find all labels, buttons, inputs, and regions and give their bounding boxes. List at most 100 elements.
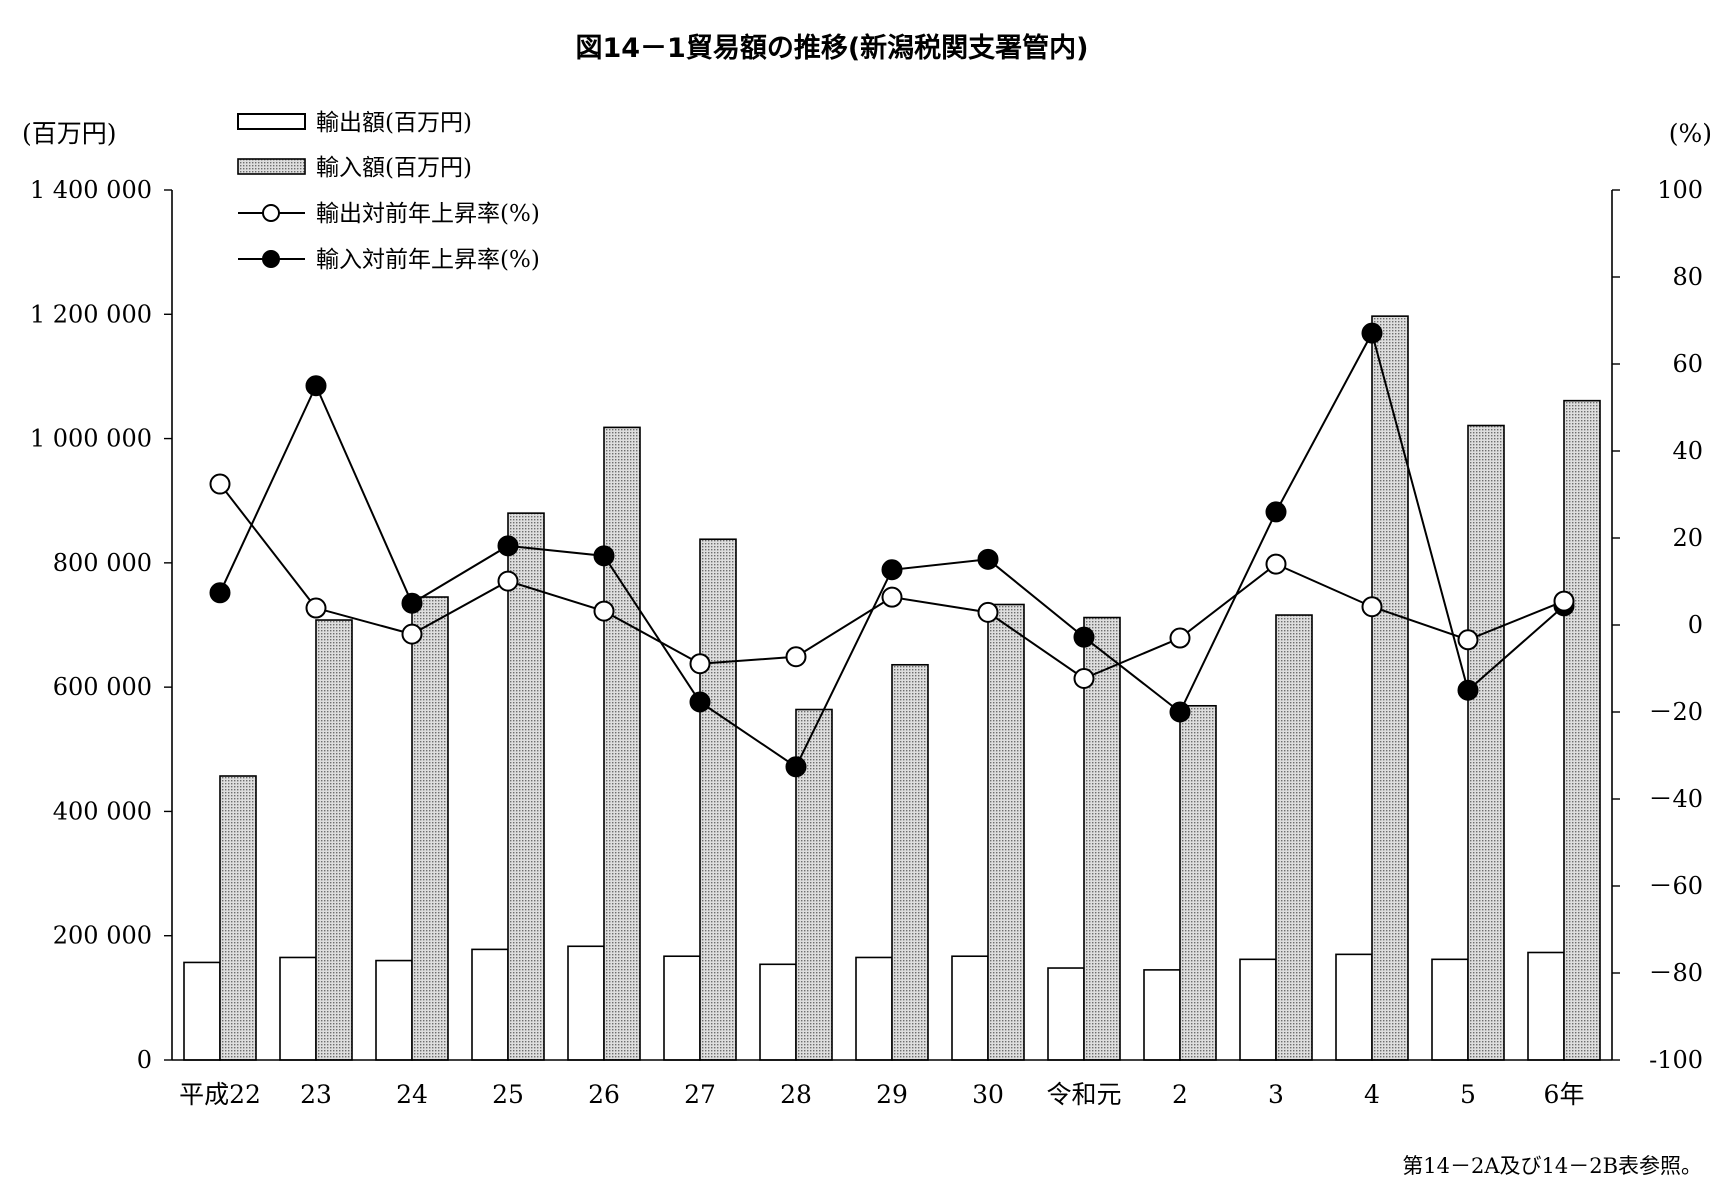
import-rate-point — [305, 375, 327, 397]
import-bar — [1371, 315, 1409, 1061]
export-rate-point — [785, 646, 807, 668]
legend: 輸出額(百万円) 輸入額(百万円) 輸出対前年上昇率(%) 輸入対前年上昇率(%) — [237, 110, 540, 273]
lines-layer — [209, 322, 1575, 778]
legend-label: 輸出額(百万円) — [316, 110, 472, 136]
left-tick-label: 1 400 000 — [30, 176, 152, 204]
legend-label: 輸入額(百万円) — [316, 155, 472, 181]
import-bar — [219, 775, 257, 1061]
category-label: 2 — [1172, 1080, 1188, 1109]
right-tick-label: 20 — [1672, 524, 1703, 552]
export-rate-point — [305, 597, 327, 619]
legend-swatch-export — [237, 113, 306, 130]
export-bar — [855, 956, 893, 1061]
export-bar — [663, 955, 701, 1061]
import-bar — [1467, 424, 1505, 1061]
export-bar — [1143, 969, 1181, 1061]
right-tick-label: －80 — [1648, 959, 1703, 987]
left-axis-unit: (百万円) — [22, 119, 117, 148]
import-bar — [315, 619, 353, 1061]
left-tick-label: 800 000 — [53, 549, 152, 577]
import-bar — [1563, 399, 1601, 1061]
category-label: 6年 — [1544, 1080, 1585, 1109]
right-tick-label: 60 — [1672, 350, 1703, 378]
category-label: 29 — [876, 1080, 908, 1109]
import-rate-point — [881, 559, 903, 581]
import-bar — [699, 538, 737, 1061]
category-label: 28 — [780, 1080, 812, 1109]
import-rate-point — [785, 756, 807, 778]
right-tick-label: －40 — [1648, 785, 1703, 813]
export-rate-point — [497, 570, 519, 592]
import-rate-point — [1073, 626, 1095, 648]
import-rate-point — [1457, 679, 1479, 701]
import-rate-point — [977, 548, 999, 570]
left-tick-label: 0 — [137, 1046, 152, 1074]
export-bar — [183, 961, 221, 1061]
export-rate-point — [1169, 627, 1191, 649]
import-rate-point — [1169, 701, 1191, 723]
import-rate-point — [689, 691, 711, 713]
left-tick-label: 1 000 000 — [30, 425, 152, 453]
export-bar — [1527, 951, 1565, 1061]
export-rate-point — [209, 473, 231, 495]
right-tick-label: －20 — [1648, 698, 1703, 726]
export-rate-point — [1073, 668, 1095, 690]
export-rate-point — [593, 600, 615, 622]
category-label: 26 — [588, 1080, 620, 1109]
export-bar — [1335, 953, 1373, 1061]
import-bar — [987, 603, 1025, 1061]
export-bar — [1239, 958, 1277, 1061]
left-tick-label: 200 000 — [53, 922, 152, 950]
import-bar — [1083, 616, 1121, 1061]
import-bar — [603, 426, 641, 1061]
export-bar — [471, 948, 509, 1061]
legend-marker-import-rate — [262, 250, 280, 268]
export-rate-point — [1361, 596, 1383, 618]
category-label: 令和元 — [1046, 1080, 1121, 1109]
export-bar — [279, 956, 317, 1061]
category-label: 4 — [1364, 1080, 1380, 1109]
import-rate-point — [1265, 501, 1287, 523]
category-label: 3 — [1268, 1080, 1284, 1109]
export-rate-point — [689, 653, 711, 675]
export-bar — [1431, 958, 1469, 1061]
export-bar — [567, 945, 605, 1061]
import-bar — [411, 596, 449, 1061]
legend-label: 輸入対前年上昇率(%) — [316, 247, 540, 273]
right-tick-label: 40 — [1672, 437, 1703, 465]
legend-swatch-import — [237, 158, 306, 175]
bars-layer — [183, 315, 1601, 1061]
left-tick-label: 600 000 — [53, 673, 152, 701]
import-rate-point — [1361, 322, 1383, 344]
import-rate-point — [593, 545, 615, 567]
right-tick-label: －60 — [1648, 872, 1703, 900]
footnote: 第14－2A及び14－2B表参照。 — [1402, 1154, 1702, 1178]
import-bar — [507, 512, 545, 1061]
axes-layer: 0 200 000 400 000 600 000 800 000 1 000 000 1 … — [30, 176, 1703, 1109]
export-rate-point — [977, 601, 999, 623]
legend-marker-export-rate — [262, 204, 280, 222]
export-bar — [951, 955, 989, 1061]
export-rate-point — [1457, 629, 1479, 651]
category-label: 25 — [492, 1080, 524, 1109]
right-tick-label: 0 — [1688, 611, 1703, 639]
legend-label: 輸出対前年上昇率(%) — [316, 201, 540, 227]
right-tick-label: -100 — [1649, 1046, 1703, 1074]
category-label: 27 — [684, 1080, 716, 1109]
category-label: 5 — [1460, 1080, 1476, 1109]
import-rate-point — [497, 535, 519, 557]
category-label: 24 — [396, 1080, 428, 1109]
export-bar — [1047, 967, 1085, 1061]
right-tick-label: 100 — [1657, 176, 1703, 204]
right-axis-unit: (%) — [1669, 119, 1712, 148]
export-rate-point — [1265, 553, 1287, 575]
import-rate-point — [209, 582, 231, 604]
left-tick-label: 400 000 — [53, 797, 152, 825]
category-label: 30 — [972, 1080, 1004, 1109]
import-bar — [891, 663, 929, 1061]
import-bar — [1179, 704, 1217, 1061]
category-label: 23 — [300, 1080, 332, 1109]
export-bar — [759, 963, 797, 1061]
left-tick-label: 1 200 000 — [30, 300, 152, 328]
